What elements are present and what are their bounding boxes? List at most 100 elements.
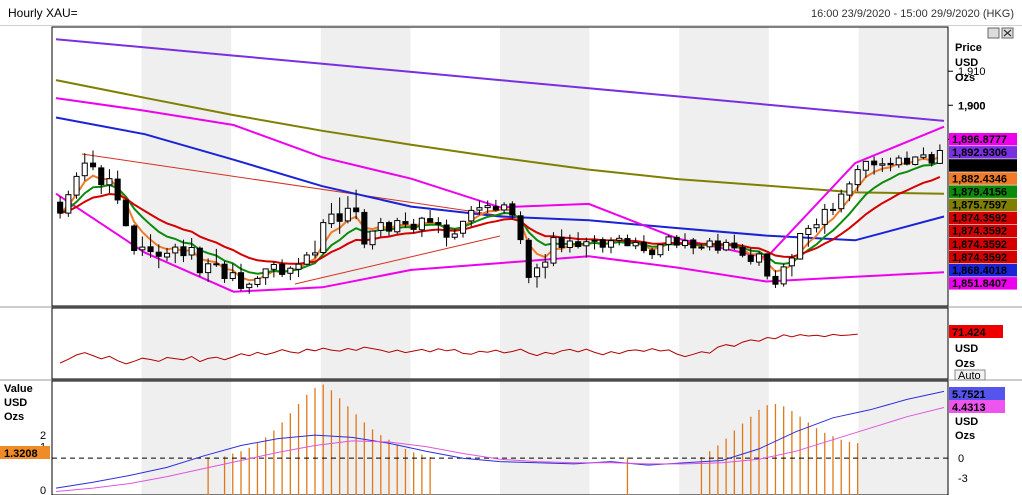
candle-body: [534, 267, 541, 278]
price-panel[interactable]: [55, 38, 945, 294]
candlestick: [131, 224, 138, 255]
candle-body: [287, 267, 294, 274]
candlestick: [188, 237, 195, 260]
candlestick: [172, 243, 179, 264]
candle-body: [369, 230, 376, 246]
candlestick: [640, 235, 647, 254]
candle-body: [854, 169, 861, 186]
candlestick: [410, 218, 417, 233]
candlestick: [213, 248, 220, 267]
candlestick: [706, 237, 713, 251]
title-bar: Hourly XAU= 16:00 23/9/2020 - 15:00 29/9…: [0, 0, 1022, 26]
candle-body: [262, 268, 269, 279]
price-tag: 1,875.7597: [949, 198, 1017, 212]
candle-body: [517, 215, 524, 241]
candle-body: [665, 236, 672, 245]
candlestick: [369, 230, 376, 250]
macd-left-tick: 2: [40, 430, 46, 442]
candle-body: [788, 257, 795, 267]
candlestick: [673, 234, 680, 249]
candlestick: [813, 218, 820, 233]
candle-body: [797, 233, 804, 260]
price-tag: 1,851.8407: [949, 277, 1017, 290]
macd-lines: [55, 390, 945, 492]
rsi-panel[interactable]: [59, 333, 858, 365]
candlestick: [57, 196, 64, 219]
candle-body: [361, 211, 368, 245]
candle-body: [895, 157, 902, 166]
candle-body: [328, 213, 335, 225]
candlestick: [295, 258, 302, 278]
candlestick: [377, 217, 384, 237]
moving-average-line: [55, 116, 945, 242]
candle-body: [180, 246, 187, 257]
candlestick: [484, 200, 491, 214]
candle-body: [846, 183, 853, 196]
candlestick: [714, 233, 721, 254]
candle-body: [377, 222, 384, 231]
candlestick: [73, 172, 80, 199]
macd-last-value: 5.7521: [952, 389, 986, 401]
macd-right-unit: USD: [955, 416, 978, 428]
macd-panel[interactable]: [52, 384, 948, 495]
candlestick: [756, 251, 763, 266]
candle-body: [862, 160, 869, 171]
macd-left-unit: USD: [4, 397, 27, 409]
candlestick: [312, 240, 319, 259]
candle-body: [928, 154, 935, 164]
candle-body: [575, 241, 582, 247]
candlestick: [221, 261, 228, 283]
candle-body: [566, 240, 573, 248]
candle-body: [920, 154, 927, 158]
session-shading: [141, 27, 948, 495]
candle-body: [764, 253, 771, 277]
candlestick: [772, 270, 779, 288]
price-tag-bg: [949, 237, 1017, 251]
candlestick: [846, 181, 853, 202]
candlestick: [270, 261, 277, 278]
candle-body: [550, 237, 557, 264]
price-tag-value: 1,874.3592: [952, 239, 1007, 251]
price-tag-bg: [949, 224, 1017, 238]
price-tag: 1,882.4346: [949, 172, 1017, 185]
price-tag-bg: [949, 264, 1017, 277]
auto-scale-button[interactable]: [954, 369, 986, 381]
price-tag-bg: [949, 159, 1017, 172]
candlestick: [164, 247, 171, 262]
price-axis-unit2: Ozs: [955, 72, 975, 84]
auto-scale-label: Auto: [958, 370, 981, 382]
candlestick: [534, 263, 541, 288]
candle-body: [139, 246, 146, 251]
candlestick: [525, 237, 532, 284]
candlestick: [279, 259, 286, 278]
price-axis-unit: USD: [955, 57, 978, 69]
candlestick: [805, 225, 812, 247]
candle-body: [731, 242, 738, 249]
candlestick: [238, 263, 245, 292]
candlestick: [418, 216, 425, 237]
candlestick: [106, 169, 113, 194]
shade-band: [141, 381, 232, 495]
price-tag: 1,874.3592: [949, 250, 1017, 264]
candle-body: [780, 266, 787, 285]
price-tag-bg: [949, 211, 1017, 225]
panel-buttons[interactable]: [987, 27, 1014, 39]
candle-body: [509, 203, 516, 216]
candle-body: [270, 264, 277, 270]
candlestick: [583, 237, 590, 258]
candlesticks: [57, 144, 943, 294]
date-range: 16:00 23/9/2020 - 15:00 29/9/2020 (HKG): [810, 8, 1014, 20]
candlestick: [394, 217, 401, 234]
macd-axis: Value USD Ozs 210 1.3208 5.7521 4.4313 U…: [0, 383, 1005, 495]
price-tag-value: 1,882.4346: [952, 173, 1007, 185]
candlestick: [147, 234, 154, 258]
candle-body: [476, 207, 483, 211]
chart-title: Hourly XAU=: [8, 6, 78, 20]
candlestick: [797, 233, 804, 260]
candlestick: [904, 151, 911, 166]
macd-tag-bg: [949, 387, 1005, 400]
candlestick: [114, 170, 121, 204]
